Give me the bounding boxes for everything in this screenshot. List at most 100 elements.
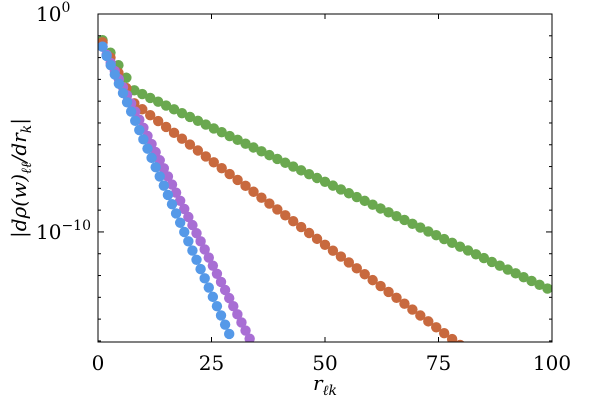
series-2-point <box>240 325 251 336</box>
series-0-point <box>438 233 450 245</box>
series-3-point <box>166 199 178 210</box>
series-1-point <box>463 346 473 356</box>
series-3-point <box>174 217 186 228</box>
series-3-point <box>121 97 133 108</box>
series-2-point <box>174 195 186 206</box>
series-1-point <box>431 322 442 333</box>
series-2-point <box>228 301 239 312</box>
series-2-point <box>203 252 214 263</box>
series-0-point <box>534 279 545 290</box>
series-3-point <box>130 115 141 127</box>
series-3-point <box>162 189 174 201</box>
series-0-point <box>129 85 140 96</box>
y-tick-base: 10 <box>36 2 61 26</box>
series-0-point <box>192 115 204 126</box>
series-0-point <box>407 218 418 229</box>
series-0-point <box>232 134 243 146</box>
series-2-point <box>232 309 243 320</box>
series-0-point <box>391 210 402 222</box>
y-tick-exp: 0 <box>61 0 70 16</box>
series-2-point <box>244 333 255 342</box>
x-tick-label: 50 <box>312 351 337 375</box>
series-3-point <box>187 245 198 256</box>
series-3-point <box>101 50 112 62</box>
series-0-point <box>383 207 394 218</box>
series-3-point <box>125 106 137 117</box>
series-3-point <box>117 87 129 99</box>
series-3-point <box>154 171 165 182</box>
series-1-point <box>359 269 370 280</box>
series-3-point <box>179 226 190 238</box>
series-0-point <box>272 153 283 165</box>
series-3-point <box>150 161 161 173</box>
series-2-point <box>199 244 210 255</box>
series-1-point <box>367 274 378 286</box>
series-1-point <box>248 186 259 197</box>
series-1-point <box>208 157 219 168</box>
series-0-point <box>152 96 164 107</box>
series-1-point <box>240 180 251 192</box>
series-0-point <box>264 149 275 161</box>
series-1-point <box>145 109 156 121</box>
series-1-point <box>423 316 434 327</box>
series-0-point <box>319 176 331 188</box>
series-0-point <box>184 111 196 123</box>
series-1-point <box>288 216 299 227</box>
series-0-point <box>494 260 505 271</box>
series-0-point <box>518 271 529 283</box>
series-0-point <box>542 283 552 294</box>
series-2-point <box>191 228 202 239</box>
series-3-point <box>170 208 182 219</box>
series-2-point <box>170 187 182 198</box>
series-1-point <box>152 115 164 127</box>
series-0-point <box>454 241 466 252</box>
series-0-point <box>248 142 259 153</box>
series-0-point <box>137 88 148 100</box>
series-1-point <box>399 298 410 309</box>
series-3-point <box>215 310 227 321</box>
series-0-point <box>486 256 498 268</box>
series-2-point <box>179 203 190 215</box>
axis-ticks <box>97 13 553 342</box>
series-3-point <box>195 263 206 275</box>
series-0-point <box>145 92 156 104</box>
x-tick-labels: 0 25 50 75 100 <box>92 351 571 375</box>
series-0-point <box>176 107 188 119</box>
series-1-point <box>471 352 481 362</box>
series-3-point <box>146 152 157 164</box>
series-2-point <box>195 236 206 247</box>
series-3-point <box>113 78 125 89</box>
data-points <box>98 34 552 362</box>
series-1-point <box>232 174 243 186</box>
x-axis-label: rℓk <box>313 371 337 399</box>
series-1-point <box>383 286 394 298</box>
series-0-point <box>375 203 386 214</box>
series-1-point <box>184 139 196 150</box>
series-2-point <box>236 317 247 328</box>
series-1-point <box>407 304 418 315</box>
series-0-point <box>295 165 307 176</box>
series-1-point <box>415 310 426 321</box>
series-1-point <box>224 168 235 180</box>
series-1-point <box>438 327 450 339</box>
series-0-point <box>208 123 219 134</box>
series-0-point <box>359 195 370 207</box>
series-2-point <box>207 260 219 271</box>
series-0-point <box>335 184 347 195</box>
y-label-sub: k <box>19 125 35 133</box>
series-0-point <box>303 168 315 180</box>
series-0-point <box>415 222 426 233</box>
series-0-point <box>343 188 355 199</box>
series-2-point <box>158 163 170 174</box>
series-1-point <box>160 121 172 133</box>
series-3-point <box>199 273 210 284</box>
x-axis-label-main: r <box>313 371 324 395</box>
series-3-point <box>207 291 219 303</box>
series-0-point <box>423 226 434 237</box>
series-0-point <box>478 252 490 264</box>
series-0-point <box>462 245 474 256</box>
y-label-sub: ℓℓ <box>19 162 35 174</box>
series-3-point <box>183 236 194 247</box>
